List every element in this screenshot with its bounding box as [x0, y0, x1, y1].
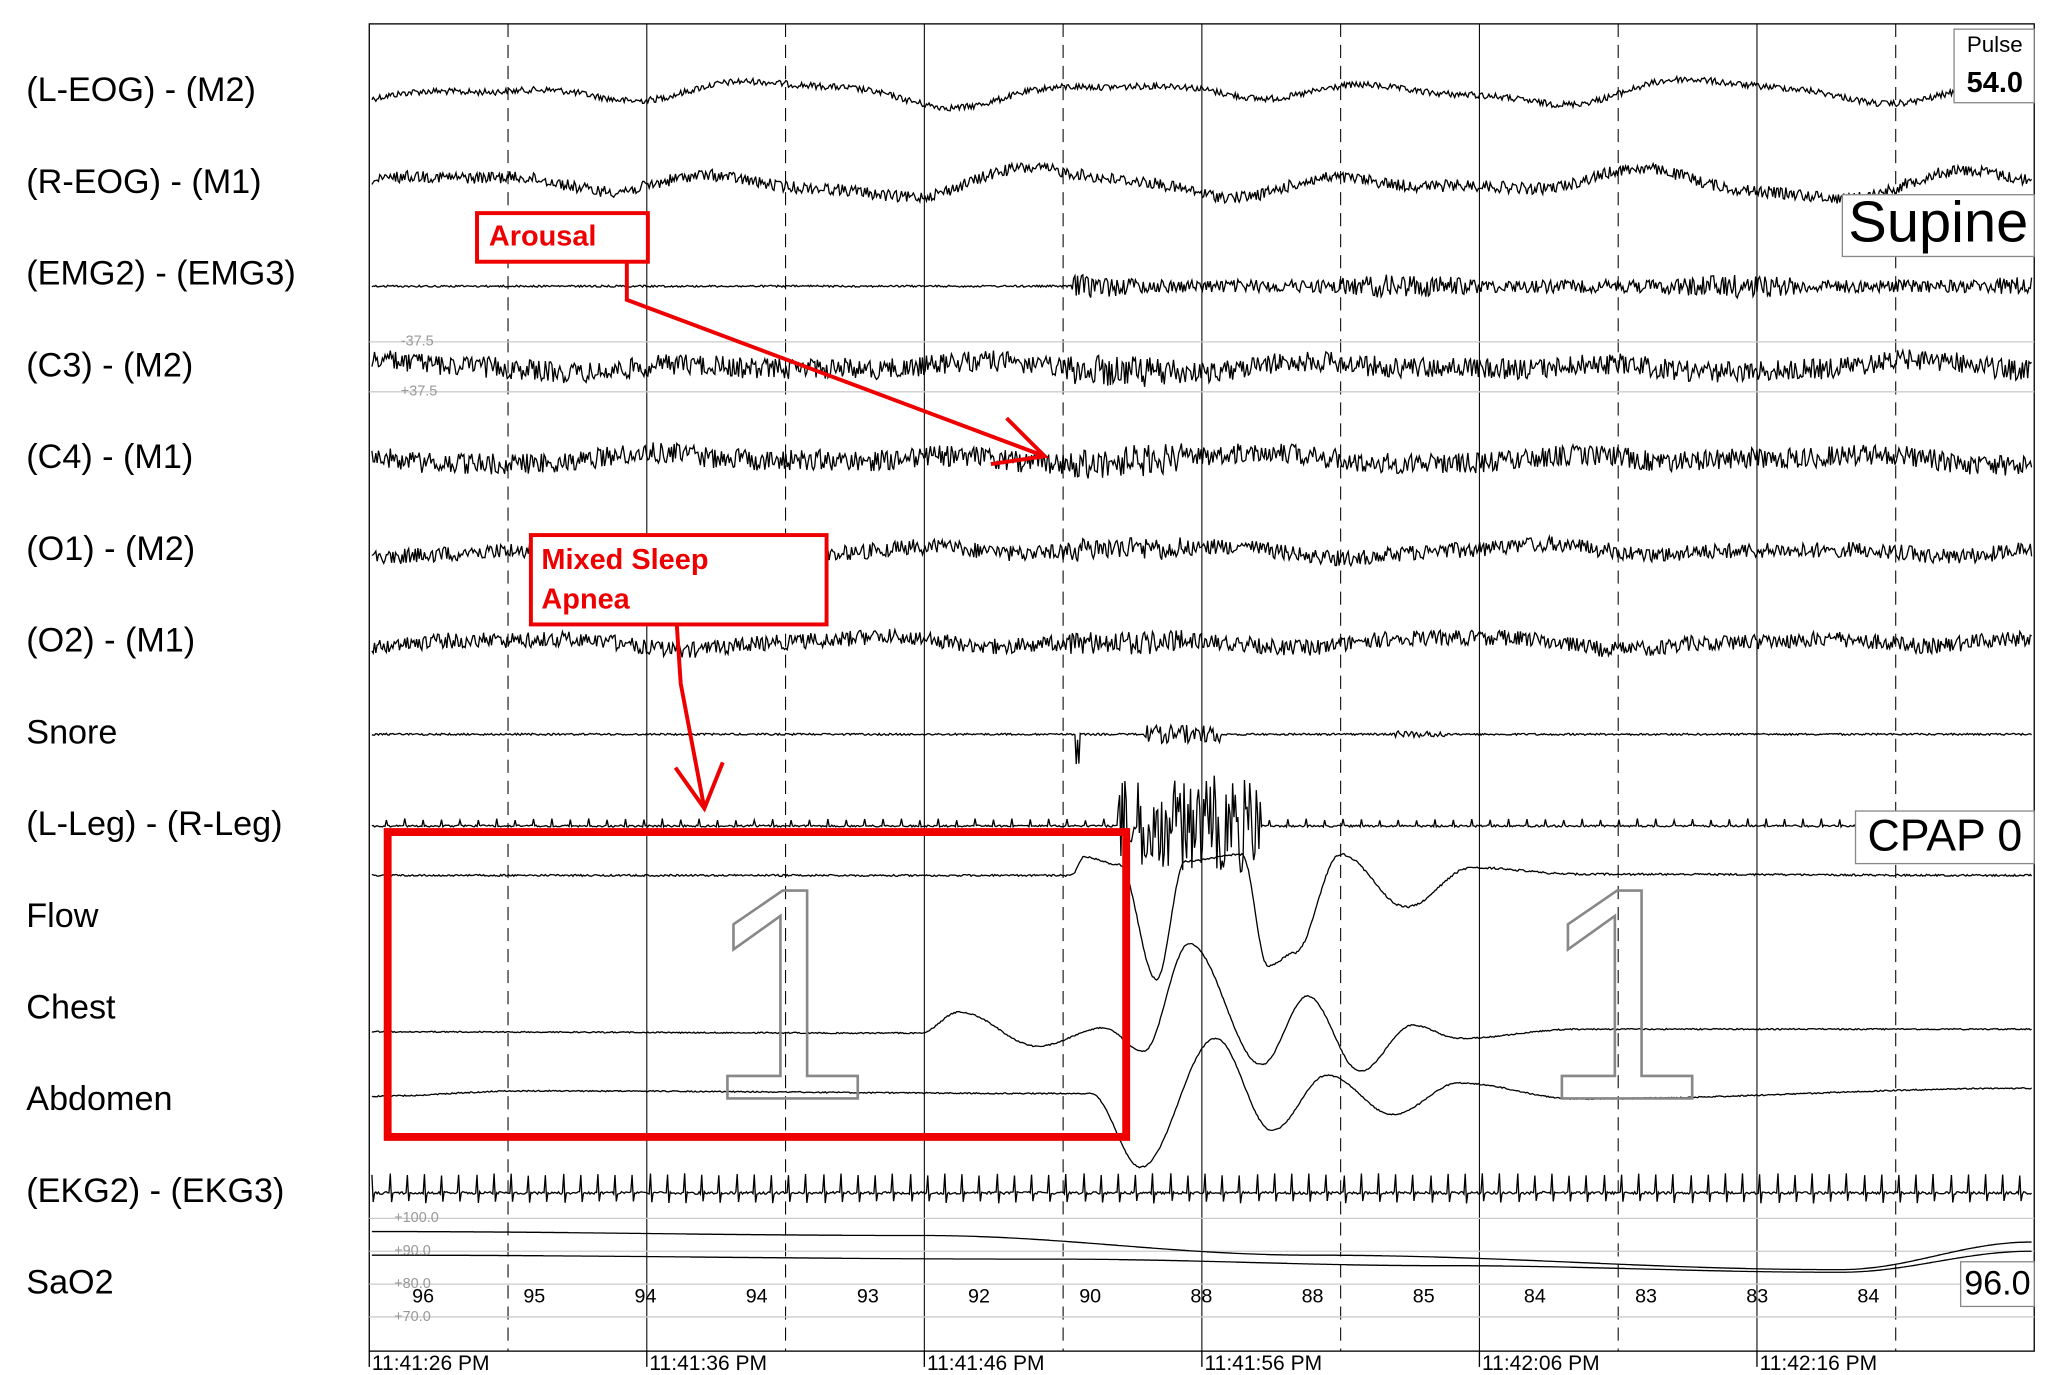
sao2-value: 90 [1079, 1285, 1101, 1307]
channel-label: (L-EOG) - (M2) [26, 71, 256, 109]
sao2-current: 96.0 [1964, 1264, 2030, 1302]
time-label: 11:41:26 PM [372, 1352, 490, 1375]
sao2-value: 85 [1413, 1285, 1435, 1307]
channel-label: (O2) - (M1) [26, 622, 195, 660]
sao2-value: 84 [1857, 1285, 1879, 1307]
sao2-value: 83 [1635, 1285, 1657, 1307]
waveform [371, 273, 2033, 300]
waveform [371, 1250, 2032, 1273]
waveform [371, 161, 2033, 205]
pulse-value: 54.0 [1967, 67, 2023, 99]
cpap: CPAP 0 [1868, 811, 2023, 860]
apnea-region [383, 828, 1131, 1141]
scale-label: -37.5 [401, 334, 434, 350]
arousal-annotation: Arousal [475, 211, 1049, 467]
arrow [624, 261, 1046, 459]
arousal-box [475, 211, 650, 264]
waveform [371, 74, 2032, 112]
grid [369, 23, 2035, 1352]
sao2-value: 93 [857, 1285, 879, 1307]
waveform [371, 775, 2032, 873]
channel-label: SaO2 [26, 1264, 113, 1302]
labels: -37.5 +37.5 +100.0 +90.0 +80.0 +70.0 (L-EOG) -… [26, 71, 1990, 1375]
channel-label: Snore [26, 713, 117, 751]
channel-label: (O1) - (M2) [26, 530, 195, 568]
channel-label: Flow [26, 897, 98, 935]
channel-label: Chest [26, 988, 116, 1026]
position: Supine [1848, 191, 2028, 255]
arrow [674, 624, 707, 809]
epoch-mark: 1 [1539, 825, 1707, 1163]
apnea-box [528, 533, 829, 627]
channel-label: (C4) - (M1) [26, 438, 193, 476]
sao2-value: 94 [746, 1285, 768, 1307]
waveform [371, 723, 2032, 765]
apnea-annotation: Mixed Sleep Apnea [383, 533, 1131, 1141]
position-box [1841, 194, 2035, 258]
channel-label: (EKG2) - (EKG3) [26, 1172, 284, 1210]
channel-label: (R-EOG) - (M1) [26, 163, 261, 201]
sao2-value: 83 [1746, 1285, 1768, 1307]
arousal-text: Arousal [489, 221, 597, 253]
scale-label: +90.0 [394, 1243, 431, 1259]
waveforms [371, 74, 2033, 1273]
channel-label: (EMG2) - (EMG3) [26, 255, 295, 293]
waveform [371, 1230, 2032, 1271]
sao2-value: 84 [1524, 1285, 1546, 1307]
epoch-mark: 1 [704, 825, 872, 1163]
scale-label: +80.0 [394, 1276, 431, 1292]
apnea-text: Mixed Sleep [541, 544, 708, 576]
time-label: 11:41:36 PM [649, 1352, 767, 1375]
pulse-label: Pulse [1967, 32, 2023, 57]
arrow-head [990, 416, 1049, 467]
time-label: 11:41:56 PM [1205, 1352, 1323, 1375]
apnea-text: Apnea [541, 583, 630, 615]
time-label: 11:41:46 PM [927, 1352, 1045, 1375]
sao2-box [1959, 1261, 2035, 1308]
cpap-box [1854, 810, 2035, 865]
waveform [371, 627, 2032, 659]
time-label: 11:42:16 PM [1760, 1352, 1878, 1375]
waveform [371, 441, 2033, 479]
channel-label: (L-Leg) - (R-Leg) [26, 805, 282, 843]
waveform [371, 1173, 2032, 1204]
scale-label: +70.0 [394, 1309, 431, 1325]
scale-label: +37.5 [401, 384, 438, 400]
sao2-value: 92 [968, 1285, 990, 1307]
arrow-head [673, 761, 725, 813]
waveform [371, 1037, 2032, 1169]
sao2-value: 88 [1302, 1285, 1324, 1307]
time-label: 11:42:06 PM [1482, 1352, 1600, 1375]
channel-label: (C3) - (M2) [26, 346, 193, 384]
sao2-value: 96 [412, 1285, 434, 1307]
waveform [371, 852, 2033, 981]
channel-label: Abdomen [26, 1080, 172, 1118]
waveform [371, 348, 2032, 387]
sao2-value: 88 [1190, 1285, 1212, 1307]
pulse-box [1953, 28, 2035, 104]
scale-label: +100.0 [394, 1210, 439, 1226]
sao2-value: 94 [635, 1285, 657, 1307]
sao2-value: 95 [523, 1285, 545, 1307]
waveform [371, 942, 2032, 1072]
